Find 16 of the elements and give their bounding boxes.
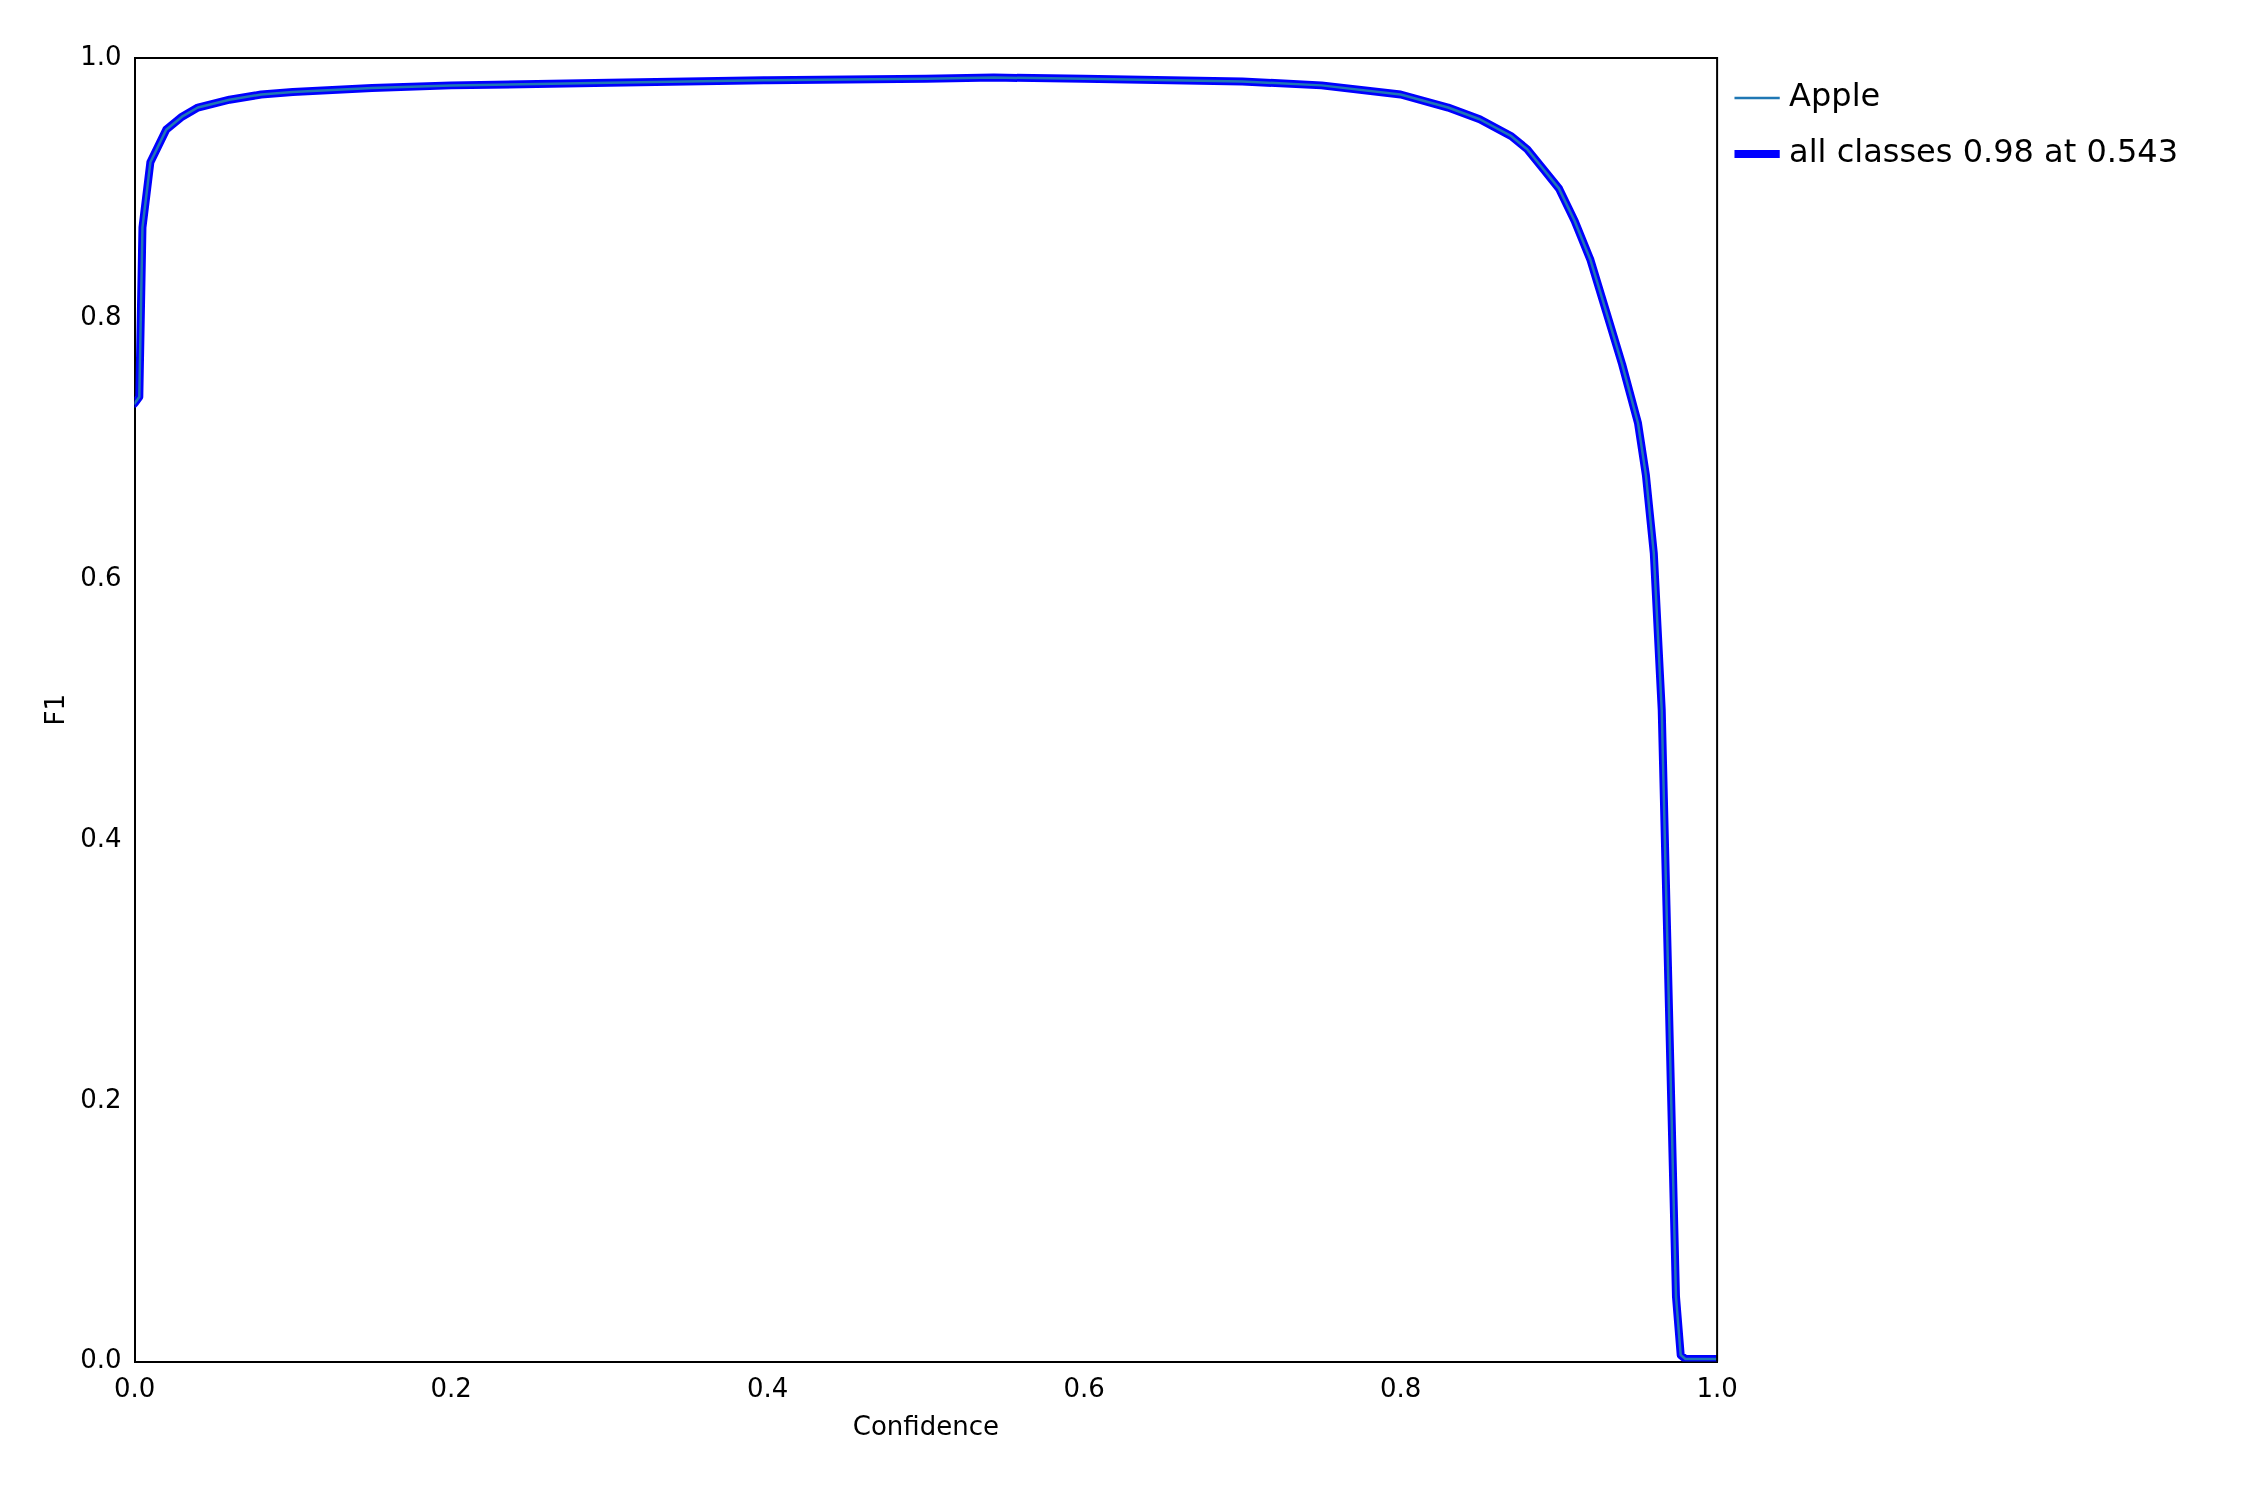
x-tick-label: 0.8 — [1379, 1372, 1422, 1403]
legend-label: Apple — [1789, 76, 1881, 115]
y-axis-title: F1 — [40, 694, 71, 726]
y-tick-label: 0.8 — [80, 301, 122, 332]
x-tick-label: 0.6 — [1063, 1372, 1105, 1403]
x-tick-label: 1.0 — [1696, 1372, 1738, 1403]
x-tick-label: 0.2 — [430, 1372, 472, 1403]
y-tick-label: 0.4 — [80, 822, 122, 853]
y-tick-label: 0.2 — [80, 1083, 122, 1114]
legend-label: all classes 0.98 at 0.543 — [1789, 132, 2178, 171]
x-tick-label: 0.4 — [746, 1372, 789, 1403]
y-tick-label: 0.6 — [80, 562, 122, 593]
y-tick-label: 0.0 — [80, 1344, 122, 1375]
x-axis-title: Confidence — [852, 1411, 999, 1442]
y-tick-label: 1.0 — [80, 40, 122, 71]
x-tick-label: 0.0 — [113, 1372, 156, 1403]
